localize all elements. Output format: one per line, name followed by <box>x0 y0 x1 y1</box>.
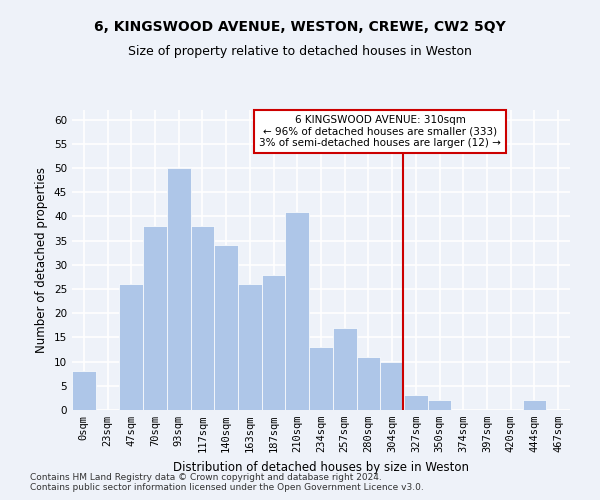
Text: Contains public sector information licensed under the Open Government Licence v3: Contains public sector information licen… <box>30 484 424 492</box>
Bar <box>72 372 96 410</box>
Text: 6, KINGSWOOD AVENUE, WESTON, CREWE, CW2 5QY: 6, KINGSWOOD AVENUE, WESTON, CREWE, CW2 … <box>94 20 506 34</box>
Bar <box>119 284 143 410</box>
Bar <box>356 357 380 410</box>
Text: 6 KINGSWOOD AVENUE: 310sqm
← 96% of detached houses are smaller (333)
3% of semi: 6 KINGSWOOD AVENUE: 310sqm ← 96% of deta… <box>259 115 501 148</box>
Bar <box>404 396 428 410</box>
Bar <box>333 328 356 410</box>
Bar <box>238 284 262 410</box>
X-axis label: Distribution of detached houses by size in Weston: Distribution of detached houses by size … <box>173 460 469 473</box>
Text: Contains HM Land Registry data © Crown copyright and database right 2024.: Contains HM Land Registry data © Crown c… <box>30 474 382 482</box>
Bar <box>143 226 167 410</box>
Bar <box>309 347 333 410</box>
Bar <box>286 212 309 410</box>
Bar <box>428 400 451 410</box>
Bar <box>523 400 546 410</box>
Text: Size of property relative to detached houses in Weston: Size of property relative to detached ho… <box>128 45 472 58</box>
Bar <box>214 246 238 410</box>
Bar <box>191 226 214 410</box>
Y-axis label: Number of detached properties: Number of detached properties <box>35 167 49 353</box>
Bar <box>167 168 191 410</box>
Bar <box>380 362 404 410</box>
Bar <box>262 274 286 410</box>
